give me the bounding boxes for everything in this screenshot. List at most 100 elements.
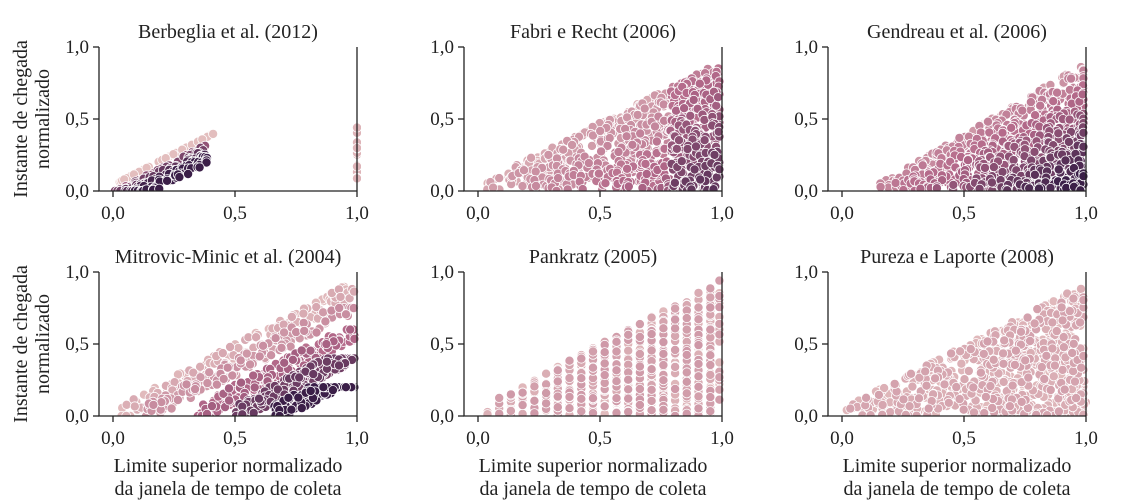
scatter-point bbox=[693, 371, 704, 382]
panel-title: Gendreau et al. (2006) bbox=[867, 21, 1047, 43]
scatter-point bbox=[258, 340, 269, 351]
scatter-point bbox=[202, 378, 213, 389]
scatter-point bbox=[543, 149, 554, 160]
scatter-point bbox=[954, 394, 965, 405]
scatter-point bbox=[241, 348, 252, 359]
scatter-point bbox=[593, 168, 604, 179]
scatter-point bbox=[1056, 302, 1067, 313]
scatter-point bbox=[670, 323, 681, 334]
y-axis-label-line: normalizado bbox=[32, 294, 54, 394]
panel-title: Mitrovic-Minic et al. (2004) bbox=[115, 246, 342, 268]
scatter-point bbox=[345, 324, 356, 335]
scatter-point bbox=[1057, 364, 1068, 375]
scatter-point bbox=[519, 165, 530, 176]
scatter-point bbox=[646, 329, 657, 340]
scatter-point bbox=[195, 361, 206, 372]
scatter-point bbox=[183, 168, 194, 179]
scatter-point bbox=[541, 398, 552, 409]
scatter-point bbox=[958, 404, 969, 415]
y-tick-label: 1,0 bbox=[430, 37, 454, 58]
y-tick-label: 0,5 bbox=[794, 334, 818, 355]
scatter-point bbox=[646, 364, 657, 375]
scatter-point bbox=[658, 323, 669, 334]
y-tick-label: 0,0 bbox=[430, 406, 454, 427]
x-tick-label: 1,0 bbox=[345, 428, 369, 449]
x-tick-label: 1,0 bbox=[710, 203, 734, 224]
scatter-point bbox=[1059, 384, 1070, 395]
scatter-point bbox=[658, 360, 669, 371]
scatter-point bbox=[599, 401, 610, 412]
scatter-point bbox=[695, 174, 706, 185]
scatter-point bbox=[517, 181, 528, 191]
scatter-point bbox=[327, 385, 338, 396]
scatter-point bbox=[298, 308, 309, 319]
scatter-point bbox=[1060, 155, 1071, 166]
y-tick-label: 1,0 bbox=[65, 37, 89, 58]
scatter-point bbox=[600, 178, 611, 189]
scatter-point bbox=[889, 378, 900, 389]
y-tick-label: 0,5 bbox=[430, 334, 454, 355]
scatter-point bbox=[505, 389, 516, 400]
scatter-point bbox=[1009, 359, 1020, 370]
scatter-point bbox=[979, 408, 990, 416]
scatter-point bbox=[669, 177, 680, 188]
scatter-point bbox=[622, 163, 633, 174]
scatter-points bbox=[116, 281, 360, 416]
scatter-point bbox=[985, 381, 996, 392]
scatter-point bbox=[968, 382, 979, 393]
scatter-point bbox=[148, 399, 159, 410]
scatter-point bbox=[294, 372, 305, 383]
scatter-point bbox=[708, 184, 719, 191]
scatter-point bbox=[174, 172, 185, 183]
scatter-point bbox=[530, 166, 541, 177]
scatter-point bbox=[333, 360, 344, 371]
panel-title: Pureza e Laporte (2008) bbox=[860, 246, 1054, 268]
y-tick-label: 0,0 bbox=[65, 181, 89, 202]
scatter-point bbox=[517, 400, 528, 411]
scatter-point bbox=[1029, 146, 1040, 157]
scatter-point bbox=[907, 381, 918, 392]
scatter-point bbox=[987, 402, 998, 413]
scatter-point bbox=[865, 410, 876, 416]
scatter-point bbox=[611, 365, 622, 376]
scatter-point bbox=[627, 139, 638, 150]
y-axis-label-line: Instante de chegada bbox=[10, 40, 32, 198]
scatter-point bbox=[299, 325, 310, 336]
x-axis-label-line: Limite superior normalizado bbox=[843, 455, 1072, 477]
scatter-points bbox=[482, 275, 725, 416]
scatter-point bbox=[190, 384, 201, 395]
scatter-point bbox=[705, 359, 716, 370]
scatter-points bbox=[841, 283, 1090, 416]
scatter-point bbox=[623, 329, 634, 340]
scatter-point bbox=[890, 177, 901, 188]
scatter-point bbox=[595, 126, 606, 137]
scatter-point bbox=[954, 132, 965, 143]
scatter-point bbox=[623, 393, 634, 404]
scatter-point bbox=[311, 327, 322, 338]
scatter-point bbox=[218, 373, 229, 384]
scatter-point bbox=[1066, 73, 1077, 84]
scatter-point bbox=[998, 376, 1009, 387]
panel-title: Fabri e Recht (2006) bbox=[510, 21, 676, 43]
scatter-point bbox=[670, 383, 681, 394]
scatter-point bbox=[1029, 169, 1040, 180]
scatter-point bbox=[286, 311, 297, 322]
scatter-point bbox=[635, 128, 646, 139]
scatter-point bbox=[877, 409, 888, 416]
y-tick-label: 0,5 bbox=[430, 109, 454, 130]
scatter-point bbox=[602, 140, 613, 151]
scatter-point bbox=[541, 368, 552, 379]
scatter-point bbox=[237, 409, 248, 416]
scatter-point bbox=[634, 348, 645, 359]
scatter-point bbox=[969, 407, 979, 416]
scatter-point bbox=[488, 182, 499, 191]
scatter-point bbox=[963, 365, 974, 376]
scatter-point bbox=[340, 382, 351, 393]
scatter-point bbox=[959, 374, 970, 385]
scatter-point bbox=[286, 404, 297, 415]
subplot-pureza: Pureza e Laporte (2008)0,0 0,5 1,00,00,51,… bbox=[794, 246, 1098, 500]
scatter-point bbox=[1071, 393, 1082, 404]
scatter-point bbox=[1076, 283, 1087, 294]
y-tick-label: 0,0 bbox=[430, 181, 454, 202]
y-axis-label: Instante de chegadanormalizado bbox=[10, 40, 54, 198]
